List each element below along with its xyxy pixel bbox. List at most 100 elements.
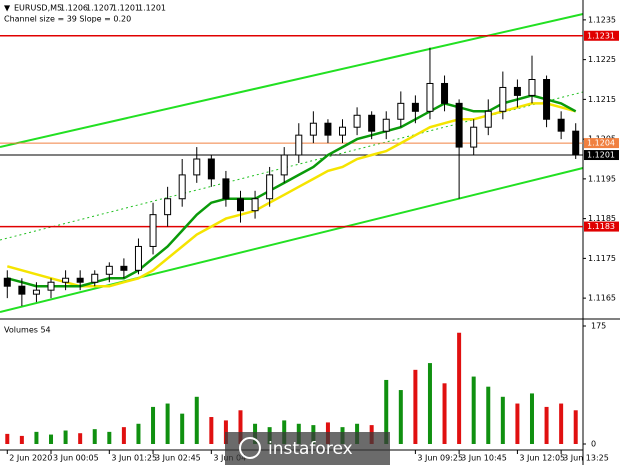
candle-body bbox=[149, 214, 157, 247]
volume-bar bbox=[486, 386, 491, 444]
header: ▼ EURUSD,M5 Channel size = 39 Slope = 0.… bbox=[4, 4, 131, 335]
candle-body bbox=[353, 114, 361, 128]
volume-bar bbox=[121, 427, 126, 444]
y-tick-label: 1.1235 bbox=[588, 15, 616, 24]
moving-average bbox=[6, 102, 577, 288]
volume-bar bbox=[413, 369, 418, 444]
volume-tick-label: 0 bbox=[591, 440, 596, 449]
volume-bar bbox=[151, 406, 156, 444]
candle-body bbox=[426, 82, 434, 112]
x-tick-label: 3 Jun 09:25 bbox=[417, 454, 463, 463]
level-label: 1.1183 bbox=[587, 222, 615, 231]
candle-body bbox=[236, 198, 244, 212]
header-ohlc: 1.1201 bbox=[138, 4, 166, 13]
volume-bar bbox=[515, 403, 520, 444]
symbol: EURUSD,M5 bbox=[14, 4, 62, 13]
y-tick-label: 1.1225 bbox=[588, 55, 616, 64]
candle-body bbox=[339, 126, 347, 136]
volume-bar bbox=[442, 383, 447, 444]
level-label: 1.1231 bbox=[587, 31, 615, 40]
volume-bar bbox=[238, 410, 243, 444]
x-tick-label: 2 Jun 2020 bbox=[9, 454, 52, 463]
candle-body bbox=[134, 245, 142, 271]
x-tick-label: 3 Jun 12:05 bbox=[519, 454, 565, 463]
volume-tick-label: 175 bbox=[591, 322, 606, 331]
volume-bar bbox=[559, 403, 564, 444]
candle-body bbox=[397, 102, 405, 120]
y-tick-label: 1.1215 bbox=[588, 95, 616, 104]
volume-bar bbox=[107, 431, 112, 444]
candle-body bbox=[470, 126, 478, 148]
level-label-box bbox=[584, 150, 619, 161]
volume-bar bbox=[457, 332, 462, 444]
candle-body bbox=[499, 86, 507, 112]
candle-body bbox=[295, 134, 303, 156]
y-tick-label: 1.1195 bbox=[588, 174, 616, 183]
candle-body bbox=[62, 277, 70, 283]
y-tick-label: 1.1175 bbox=[588, 254, 616, 263]
x-tick-label: 3 Jun 00:05 bbox=[53, 454, 99, 463]
level-label: 1.1201 bbox=[587, 151, 615, 160]
x-tick-label: 3 Jun 10:45 bbox=[461, 454, 507, 463]
volume-bar bbox=[180, 413, 185, 444]
volume-bar bbox=[398, 390, 403, 444]
volume-bar bbox=[78, 433, 83, 444]
header-ohlc: 1.1207 bbox=[86, 4, 114, 13]
volume-bar bbox=[63, 430, 68, 444]
y-tick-label: 1.1165 bbox=[588, 294, 616, 303]
volume-bar bbox=[384, 379, 389, 444]
candle-body bbox=[382, 118, 390, 132]
candle-body bbox=[280, 154, 288, 176]
volume-label: Volumes 54 bbox=[4, 326, 51, 335]
candle-body bbox=[266, 174, 274, 200]
moving-average bbox=[6, 94, 577, 288]
watermark-logo bbox=[239, 437, 261, 459]
indicator-label: Channel size = 39 Slope = 0.20 bbox=[4, 15, 131, 24]
header-ohlc: 1.1206 bbox=[60, 4, 88, 13]
collapse-icon: ▼ bbox=[4, 4, 11, 13]
candle-body bbox=[105, 265, 113, 275]
candle-body bbox=[513, 86, 521, 96]
watermark: instaforex bbox=[268, 439, 353, 459]
candle-body bbox=[207, 158, 215, 180]
volume-bar bbox=[209, 417, 214, 444]
candle-body bbox=[484, 110, 492, 128]
volume-bar bbox=[427, 363, 432, 444]
volume-bar bbox=[500, 396, 505, 444]
candle-body bbox=[222, 178, 230, 200]
volume-bar bbox=[529, 393, 534, 444]
volume-bar bbox=[34, 431, 39, 444]
candle-body bbox=[324, 122, 332, 136]
candle-body bbox=[543, 79, 551, 120]
x-tick-label: 3 Jun 13:25 bbox=[563, 454, 609, 463]
level-label-box bbox=[584, 221, 619, 232]
candle-body bbox=[18, 285, 26, 295]
candle-body bbox=[193, 158, 201, 176]
volume-bar bbox=[573, 410, 578, 444]
candle-body bbox=[120, 265, 128, 271]
candle-body bbox=[164, 198, 172, 216]
volume-bar bbox=[194, 396, 199, 444]
candle-body bbox=[47, 281, 55, 291]
level-label-box bbox=[584, 138, 619, 149]
candle-body bbox=[528, 79, 536, 96]
candle-body bbox=[309, 122, 317, 136]
x-tick-label: 3 Jun 02:45 bbox=[155, 454, 201, 463]
x-tick-label: 3 Jun 01:25 bbox=[111, 454, 157, 463]
volume-bar bbox=[5, 433, 10, 444]
candle-body bbox=[411, 102, 419, 112]
volume-bar bbox=[92, 429, 97, 444]
volume-bar bbox=[136, 423, 141, 444]
candle-body bbox=[455, 102, 463, 148]
candle-body bbox=[178, 174, 186, 200]
candle-body bbox=[572, 130, 580, 156]
volume-bar bbox=[49, 434, 54, 444]
level-label-box bbox=[584, 30, 619, 41]
volume-bar bbox=[471, 376, 476, 444]
candle-body bbox=[557, 118, 565, 132]
volume-bar bbox=[165, 403, 170, 444]
candle-body bbox=[441, 82, 449, 104]
y-tick-label: 1.1185 bbox=[588, 214, 616, 223]
